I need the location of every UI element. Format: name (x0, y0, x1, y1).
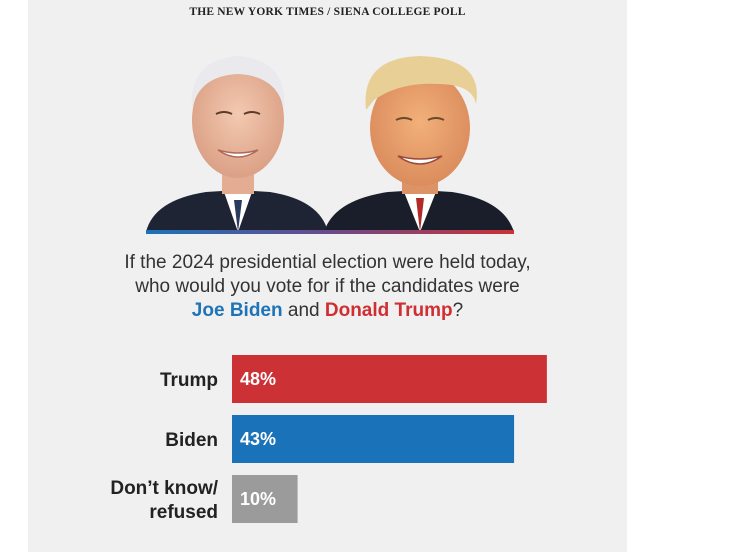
question-connector: and (282, 300, 325, 321)
candidate-photos (146, 56, 514, 234)
bar-label-biden: Biden (165, 430, 218, 451)
poll-card: THE NEW YORK TIMES / SIENA COLLEGE POLL (28, 0, 627, 552)
bar-value-trump: 48% (240, 369, 276, 389)
trump-photo (324, 56, 514, 232)
biden-name: Joe Biden (191, 300, 283, 321)
bar-trump (232, 355, 547, 403)
bar-value-don-t-know-refused: 10% (240, 489, 276, 509)
bar-label-trump: Trump (160, 370, 218, 391)
question-line-1: If the 2024 presidential election were h… (124, 252, 531, 273)
poll-bar-chart: Trump 48% Biden 43% Don’t know/refused 10% (110, 355, 547, 523)
poll-question: If the 2024 presidential election were h… (28, 251, 627, 323)
bar-label-don-t-know-refused: Don’t know/refused (110, 478, 218, 523)
question-line-2: who would you vote for if the candidates… (135, 276, 520, 297)
bar-don-t-know-refused (232, 475, 298, 523)
trump-name: Donald Trump (324, 300, 453, 321)
source-label: THE NEW YORK TIMES / SIENA COLLEGE POLL (189, 6, 466, 18)
bar-biden (232, 415, 515, 463)
question-end: ? (452, 300, 464, 321)
biden-photo (146, 56, 328, 232)
question-line-3: Joe Biden and Donald Trump? (28, 299, 627, 323)
bar-value-biden: 43% (240, 429, 276, 449)
photo-baseline (146, 230, 514, 234)
